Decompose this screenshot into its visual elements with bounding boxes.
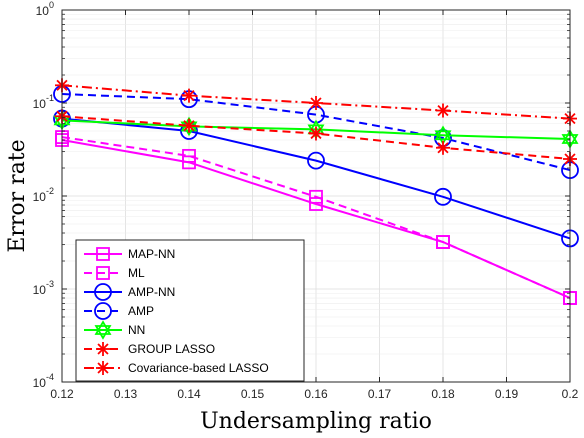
data-point [96,342,110,356]
legend-item: MAP-NN [84,247,175,261]
data-point [182,118,196,133]
data-point [309,126,323,141]
x-tick-label: 0.14 [177,387,201,401]
x-tick-label: 0.12 [50,387,74,401]
data-point [96,266,110,280]
x-tick-label: 0.18 [431,387,455,401]
legend-item: ML [84,266,145,280]
x-tick-label: 0.13 [114,387,138,401]
legend-label: NN [128,323,145,337]
x-tick-label: 0.17 [368,387,392,401]
legend-label: AMP-NN [128,285,175,299]
series-line [61,92,571,172]
y-tick-label: 10-4 [33,372,54,390]
data-point [182,148,196,163]
data-point [309,96,323,110]
x-tick-label: 0.15 [241,387,265,401]
legend-item: AMP [84,302,154,320]
legend-label: GROUP LASSO [128,342,215,356]
data-point [436,235,450,249]
data-point [309,197,323,211]
data-point [182,88,196,103]
x-axis-title: Undersampling ratio [200,409,432,434]
legend: MAP-NN ML AMP-NN AMP NN GROUP LASSO Covariance… [75,239,305,382]
legend-label: ML [128,266,145,280]
y-tick-label: 10-1 [33,93,54,111]
legend-item: GROUP LASSO [84,342,215,356]
x-tick-label: 0.16 [304,387,328,401]
data-point [94,283,112,301]
legend-label: Covariance-based LASSO [128,361,269,375]
series-line [61,117,571,240]
x-tick-label: 0.2 [562,387,579,401]
legend-item: NN [84,320,145,340]
axis-ticks: 0.12 0.13 0.14 0.15 0.16 0.17 0.18 0.19 0.2 100 10… [33,0,579,401]
y-tick-label: 10-3 [33,279,54,297]
data-point [434,125,452,146]
y-axis-title: Error rate [5,139,30,252]
data-point [96,361,110,375]
data-point [436,140,450,155]
data-point [434,187,452,206]
data-point [307,151,325,170]
series-line [61,136,571,299]
series-layer [53,78,579,305]
data-point [96,247,110,261]
data-point [436,103,450,118]
legend-label: MAP-NN [128,247,175,261]
legend-item: AMP-NN [84,283,175,301]
x-tick-label: 0.19 [495,387,519,401]
data-point [94,302,112,320]
data-point [309,189,323,204]
y-tick-label: 10-2 [33,186,54,204]
data-point [94,320,112,340]
legend-item: Covariance-based LASSO [84,361,269,375]
legend-label: AMP [128,304,154,318]
y-tick-label: 100 [36,0,54,18]
